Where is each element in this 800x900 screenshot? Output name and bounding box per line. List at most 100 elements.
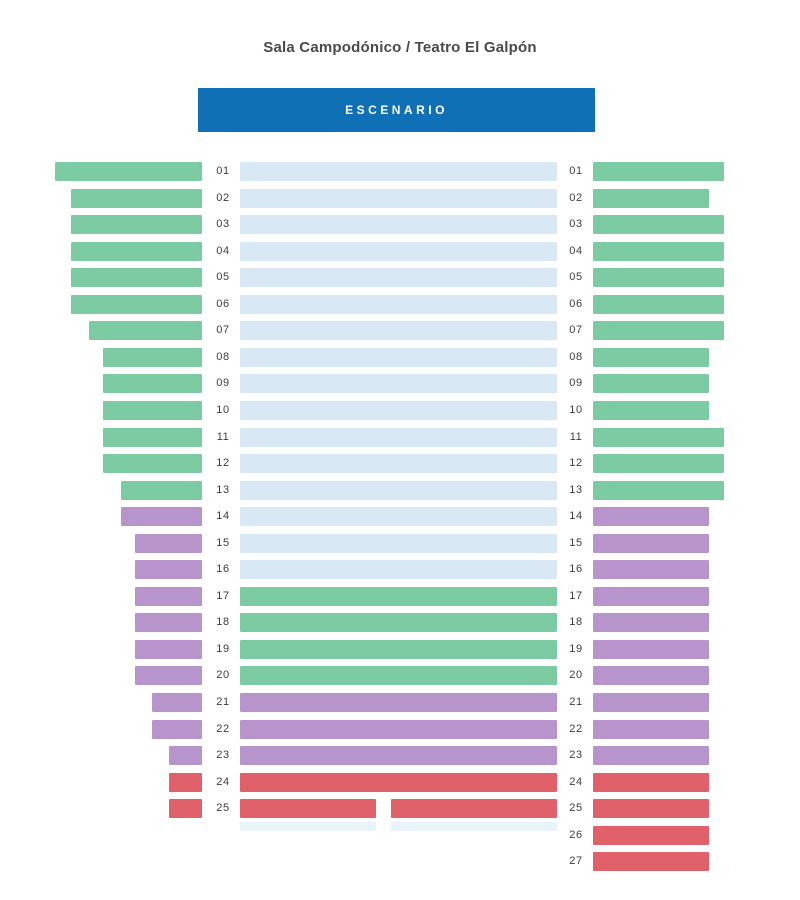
right-section-bar[interactable]	[593, 693, 709, 712]
center-section-bar[interactable]	[240, 374, 557, 394]
center-section-bar[interactable]	[240, 454, 557, 474]
right-section-bar[interactable]	[593, 294, 724, 314]
seat-row-24: 24 24	[0, 772, 800, 792]
right-section-bar[interactable]	[593, 533, 709, 553]
left-section-bar[interactable]	[121, 507, 202, 527]
right-section-bar[interactable]	[593, 374, 709, 394]
center-section-bar[interactable]	[240, 241, 557, 261]
center-section-bar[interactable]	[391, 799, 557, 819]
left-section-bar[interactable]	[71, 188, 202, 208]
left-section-bar[interactable]	[169, 772, 202, 792]
left-section-bar[interactable]	[103, 427, 202, 447]
right-section-bar[interactable]	[593, 427, 724, 447]
left-section-bar[interactable]	[135, 666, 202, 686]
center-section-bar[interactable]	[240, 533, 557, 553]
seat-row-03: 03 03	[0, 215, 800, 235]
center-section-bar[interactable]	[240, 693, 557, 712]
center-section-bar[interactable]	[240, 215, 557, 235]
seat-row-16: 16 16	[0, 560, 800, 580]
center-section-bar[interactable]	[240, 321, 557, 341]
right-section-bar[interactable]	[593, 480, 724, 500]
left-section-bar[interactable]	[152, 693, 202, 712]
center-section-bar[interactable]	[240, 347, 557, 367]
center-section-bar[interactable]	[240, 560, 557, 580]
center-section-bar[interactable]	[240, 162, 557, 181]
right-section-bar[interactable]	[593, 347, 709, 367]
row-number-right: 23	[569, 749, 583, 762]
right-section-bar[interactable]	[593, 772, 709, 792]
center-section-bar[interactable]	[240, 480, 557, 500]
seat-row-05: 05 05	[0, 268, 800, 288]
row-number-left: 02	[216, 191, 230, 204]
row-number-left: 14	[216, 510, 230, 523]
right-section-bar[interactable]	[593, 666, 709, 686]
seat-row-12: 12 12	[0, 454, 800, 474]
left-section-bar[interactable]	[71, 268, 202, 288]
row-number-right: 06	[569, 297, 583, 310]
right-section-bar[interactable]	[593, 825, 709, 845]
center-section-bar[interactable]	[240, 666, 557, 686]
right-section-bar[interactable]	[593, 746, 709, 766]
left-section-bar[interactable]	[103, 347, 202, 367]
left-section-bar[interactable]	[103, 374, 202, 394]
center-section-bar[interactable]	[240, 427, 557, 447]
right-section-bar[interactable]	[593, 613, 709, 633]
center-section-bar[interactable]	[240, 772, 557, 792]
left-section-bar[interactable]	[135, 639, 202, 659]
right-section-bar[interactable]	[593, 560, 709, 580]
right-section-bar[interactable]	[593, 507, 709, 527]
center-section-bar[interactable]	[240, 400, 557, 420]
center-section-bar[interactable]	[240, 188, 557, 208]
center-section-bar[interactable]	[240, 821, 376, 831]
left-section-bar[interactable]	[135, 613, 202, 633]
seat-row-11: 11 11	[0, 427, 800, 447]
left-section-bar[interactable]	[89, 321, 202, 341]
center-section-bar[interactable]	[240, 746, 557, 766]
center-section-bar[interactable]	[240, 639, 557, 659]
right-section-bar[interactable]	[593, 639, 709, 659]
left-section-bar[interactable]	[135, 533, 202, 553]
row-number-right: 05	[569, 271, 583, 284]
right-section-bar[interactable]	[593, 321, 724, 341]
left-section-bar[interactable]	[55, 162, 202, 181]
right-section-bar[interactable]	[593, 454, 724, 474]
left-section-bar[interactable]	[71, 294, 202, 314]
row-number-left: 03	[216, 218, 230, 231]
left-section-bar[interactable]	[135, 560, 202, 580]
right-section-bar[interactable]	[593, 188, 709, 208]
center-section-bar[interactable]	[240, 613, 557, 633]
seat-row-26: 26	[0, 821, 800, 845]
seat-row-13: 13 13	[0, 480, 800, 500]
seat-row-07: 07 07	[0, 321, 800, 341]
seat-row-01: 01 01	[0, 162, 800, 181]
row-number-right: 10	[569, 403, 583, 416]
seat-row-14: 14 14	[0, 507, 800, 527]
left-section-bar[interactable]	[169, 746, 202, 766]
left-section-bar[interactable]	[71, 215, 202, 235]
center-section-bar[interactable]	[240, 507, 557, 527]
left-section-bar[interactable]	[71, 241, 202, 261]
center-section-bar[interactable]	[240, 268, 557, 288]
right-section-bar[interactable]	[593, 241, 724, 261]
left-section-bar[interactable]	[152, 719, 202, 739]
right-section-bar[interactable]	[593, 586, 709, 606]
right-section-bar[interactable]	[593, 400, 709, 420]
seat-row-21: 21 21	[0, 693, 800, 712]
right-section-bar[interactable]	[593, 852, 709, 872]
center-section-bar[interactable]	[240, 294, 557, 314]
left-section-bar[interactable]	[121, 480, 202, 500]
center-section-bar[interactable]	[391, 821, 557, 831]
left-section-bar[interactable]	[103, 454, 202, 474]
left-section-bar[interactable]	[169, 799, 202, 819]
left-section-bar[interactable]	[103, 400, 202, 420]
center-section-bar[interactable]	[240, 719, 557, 739]
row-number-right: 16	[569, 563, 583, 576]
right-section-bar[interactable]	[593, 268, 724, 288]
center-section-bar[interactable]	[240, 799, 376, 819]
left-section-bar[interactable]	[135, 586, 202, 606]
right-section-bar[interactable]	[593, 719, 709, 739]
right-section-bar[interactable]	[593, 162, 724, 181]
right-section-bar[interactable]	[593, 799, 709, 819]
right-section-bar[interactable]	[593, 215, 724, 235]
center-section-bar[interactable]	[240, 586, 557, 606]
